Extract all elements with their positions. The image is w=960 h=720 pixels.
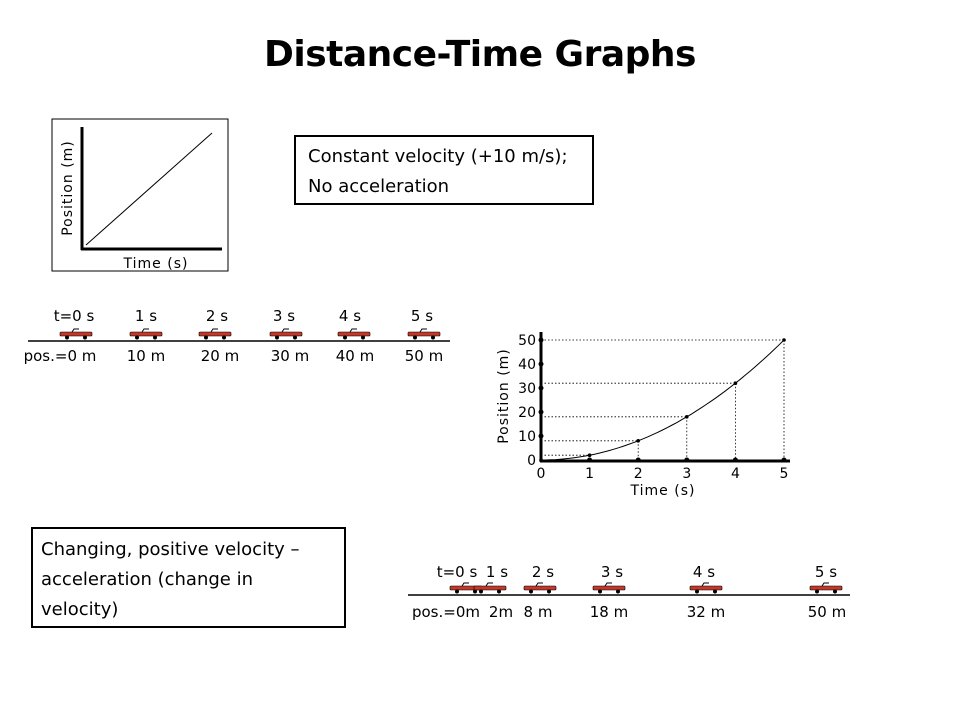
x-tick-label: 1: [585, 466, 594, 482]
graph2-series-line: [541, 339, 785, 461]
strip1-time-label: 5 s: [411, 307, 433, 325]
graph2-ylabel: Position (m): [496, 348, 512, 444]
strip1-position-label: 30 m: [271, 347, 309, 365]
strip2-position-label: pos.=0m: [412, 603, 480, 621]
car-icon: [129, 328, 163, 340]
x-tick-mark: [781, 457, 787, 463]
strip2-time-label: 5 s: [815, 563, 837, 581]
x-tick-label: 5: [780, 466, 789, 482]
strip2-time-label: 2 s: [532, 563, 554, 581]
acceleration-caption: Changing, positive velocity – accelerati…: [31, 527, 346, 628]
graph1-frame: [51, 118, 229, 272]
strip2-time-label: 4 s: [693, 563, 715, 581]
strip2-time-label: 3 s: [601, 563, 623, 581]
x-tick-label: 0: [537, 466, 546, 482]
car-icon: [59, 328, 93, 340]
strip1-position-label: 20 m: [201, 347, 239, 365]
x-tick-mark: [587, 457, 593, 463]
strip1-time-label: 3 s: [273, 307, 295, 325]
caption2-line1: Changing, positive velocity –: [41, 539, 300, 560]
caption1-line1: Constant velocity (+10 m/s);: [308, 146, 568, 167]
graph2-xlabel: Time (s): [630, 483, 696, 499]
strip1-position-label: 10 m: [127, 347, 165, 365]
y-tick-mark: [538, 385, 544, 391]
y-tick-label: 30: [518, 381, 536, 397]
graph1-series-line: [85, 132, 213, 246]
x-tick-label: 4: [731, 466, 740, 482]
car-icon: [269, 328, 303, 340]
strip1-time-label: 1 s: [135, 307, 157, 325]
strip1-position-label: 50 m: [405, 347, 443, 365]
strip2-position-label: 50 m: [808, 603, 846, 621]
car-icon: [592, 582, 626, 594]
strip1-position-label: pos.=0 m: [24, 347, 97, 365]
strip2-position-label: 2m: [489, 603, 513, 621]
y-tick-label: 50: [518, 333, 536, 349]
y-tick-label: 0: [527, 453, 536, 469]
x-tick-mark: [732, 457, 738, 463]
data-point: [539, 458, 543, 462]
car-icon: [523, 582, 557, 594]
y-tick-label: 10: [518, 429, 536, 445]
car-icon: [407, 328, 441, 340]
data-point: [685, 415, 689, 419]
constant-velocity-caption: Constant velocity (+10 m/s); No accelera…: [294, 135, 594, 205]
strip1-time-label: 4 s: [339, 307, 361, 325]
graph1-xlabel: Time (s): [123, 256, 189, 272]
graph1-ylabel: Position (m): [60, 140, 76, 236]
car-icon: [809, 582, 843, 594]
strip2-position-label: 18 m: [590, 603, 628, 621]
strip2-position-label: 32 m: [687, 603, 725, 621]
slide-title: Distance-Time Graphs: [264, 34, 696, 75]
y-tick-mark: [538, 409, 544, 415]
strip1-time-label: 2 s: [206, 307, 228, 325]
caption2-line3: velocity): [41, 599, 119, 620]
strip2-time-label: t=0 s: [437, 563, 478, 581]
y-tick-label: 20: [518, 405, 536, 421]
strip2-position-label: 8 m: [524, 603, 553, 621]
strip2-time-label: 1 s: [486, 563, 508, 581]
y-tick-label: 40: [518, 357, 536, 373]
data-point: [782, 338, 786, 342]
y-tick-mark: [538, 433, 544, 439]
car-icon: [473, 582, 507, 594]
car-icon: [689, 582, 723, 594]
data-point: [636, 439, 640, 443]
data-point: [733, 381, 738, 386]
y-tick-mark: [538, 361, 544, 367]
x-tick-mark: [635, 457, 641, 463]
car-icon: [449, 582, 483, 594]
y-tick-mark: [538, 337, 544, 343]
x-tick-label: 2: [634, 466, 643, 482]
caption2-line2: acceleration (change in: [41, 569, 254, 590]
data-point: [587, 453, 592, 458]
x-tick-mark: [684, 457, 690, 463]
caption1-line2: No acceleration: [308, 176, 450, 197]
car-icon: [337, 328, 371, 340]
car-icon: [198, 328, 232, 340]
strip1-time-label: t=0 s: [54, 307, 95, 325]
strip1-position-label: 40 m: [336, 347, 374, 365]
x-tick-label: 3: [682, 466, 691, 482]
